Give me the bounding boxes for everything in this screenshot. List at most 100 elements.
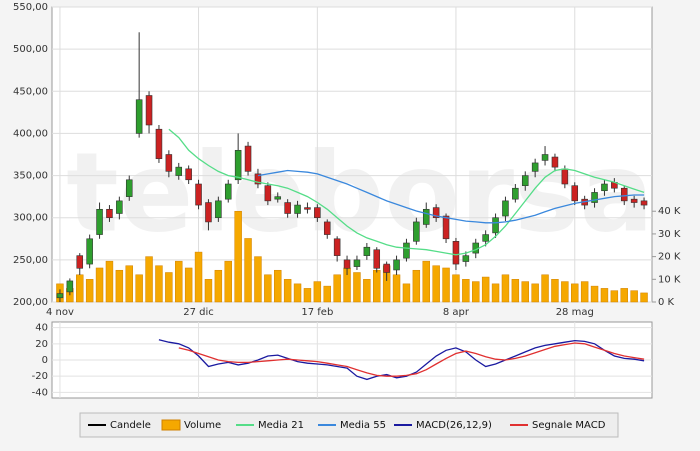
candle-body: [135, 99, 143, 134]
volume-bar: [323, 285, 331, 303]
volume-bar: [244, 238, 252, 303]
macd-tick-label: 20: [35, 339, 48, 350]
candle-body: [383, 263, 390, 273]
candle-body: [116, 200, 123, 214]
candle-body: [155, 128, 163, 160]
candle-body: [215, 200, 222, 219]
candle-body: [66, 280, 74, 293]
volume-bar: [175, 260, 183, 303]
candle-body: [244, 145, 252, 172]
volume-bar: [76, 274, 84, 303]
candle-body: [323, 221, 331, 235]
candle-body: [640, 200, 648, 206]
legend-label: Volume: [184, 420, 221, 431]
x-tick-label: 28 mag: [556, 307, 594, 318]
volume-bar: [125, 265, 133, 303]
candle-body: [224, 183, 232, 200]
volume-bar: [135, 274, 143, 303]
volume-bar: [580, 281, 589, 303]
candle-body: [521, 175, 529, 186]
volume-bar: [333, 274, 341, 303]
volume-bar: [184, 267, 193, 303]
legend-label: Media 21: [258, 420, 304, 431]
candle-body: [571, 185, 579, 202]
candle-body: [145, 95, 153, 126]
volume-bar: [165, 272, 173, 303]
candle-body: [353, 259, 361, 267]
candle-body: [373, 249, 381, 269]
y-tick-label: 350,00: [13, 171, 48, 182]
candle-body: [432, 207, 440, 219]
candle-body: [304, 207, 311, 210]
candle-body: [76, 255, 84, 269]
volume-bar: [224, 260, 232, 303]
volume-bar: [452, 274, 460, 303]
y-tick-label: 400,00: [13, 128, 48, 139]
candle-body: [462, 255, 470, 262]
candle-body: [96, 208, 103, 235]
volume-bar: [521, 281, 529, 303]
price-panel: [51, 6, 653, 303]
candle-body: [205, 202, 212, 223]
volume-bar: [85, 279, 94, 303]
candle-body: [294, 204, 301, 214]
candle-body: [274, 196, 282, 200]
volume-bar: [422, 260, 430, 303]
candle-body: [620, 187, 628, 202]
volume-bar: [264, 274, 272, 303]
volume-bar: [105, 260, 114, 303]
candle-body: [413, 221, 420, 242]
volume-bar: [363, 279, 371, 303]
y-tick-label: 500,00: [13, 44, 48, 55]
y-tick-label: 200,00: [13, 297, 48, 308]
macd-tick-label: 40: [35, 323, 48, 334]
volume-bar: [472, 281, 480, 303]
volume-bar: [531, 283, 539, 303]
y2-tick-label: 10 K: [658, 274, 681, 285]
candle-body: [234, 149, 242, 181]
candle-body: [195, 183, 202, 206]
candle-body: [175, 166, 183, 176]
volume-bar: [491, 283, 500, 303]
volume-bar: [402, 283, 411, 303]
legend-label: MACD(26,12,9): [416, 420, 492, 431]
volume-bar: [600, 288, 609, 303]
candle-body: [601, 183, 608, 192]
volume-bar: [511, 279, 520, 303]
candle-body: [482, 234, 489, 242]
x-tick-label: 17 feb: [301, 307, 333, 318]
x-tick-label: 4 nov: [46, 307, 74, 318]
volume-bar: [501, 274, 510, 303]
candle-body: [403, 242, 410, 259]
candle-body: [56, 293, 64, 299]
y-tick-label: 450,00: [13, 86, 48, 97]
volume-bar: [481, 276, 490, 303]
volume-bar: [194, 251, 203, 303]
x-tick-label: 8 apr: [443, 307, 470, 318]
candle-body: [541, 154, 549, 161]
line-series: [257, 169, 645, 224]
volume-bar: [541, 274, 549, 303]
candle-body: [125, 179, 133, 197]
candle-body: [284, 202, 291, 214]
line-series: [168, 128, 645, 256]
volume-bar: [234, 210, 242, 303]
y-tick-label: 550,00: [13, 2, 48, 13]
volume-bar: [303, 288, 312, 303]
macd-tick-label: -20: [32, 371, 48, 382]
candle-body: [531, 162, 539, 172]
candle-body: [363, 246, 371, 256]
volume-bar: [283, 279, 292, 303]
candle-body: [165, 154, 173, 172]
volume-bar: [442, 267, 450, 303]
candle-body: [442, 215, 450, 240]
watermark: teleborsa: [66, 128, 654, 256]
line-series: [178, 342, 645, 377]
volume-bar: [274, 269, 282, 303]
candle-body: [254, 173, 262, 185]
y-tick-label: 300,00: [13, 213, 48, 224]
legend-label: Media 55: [340, 420, 386, 431]
line-series: [158, 339, 645, 381]
volume-bar: [571, 283, 579, 303]
